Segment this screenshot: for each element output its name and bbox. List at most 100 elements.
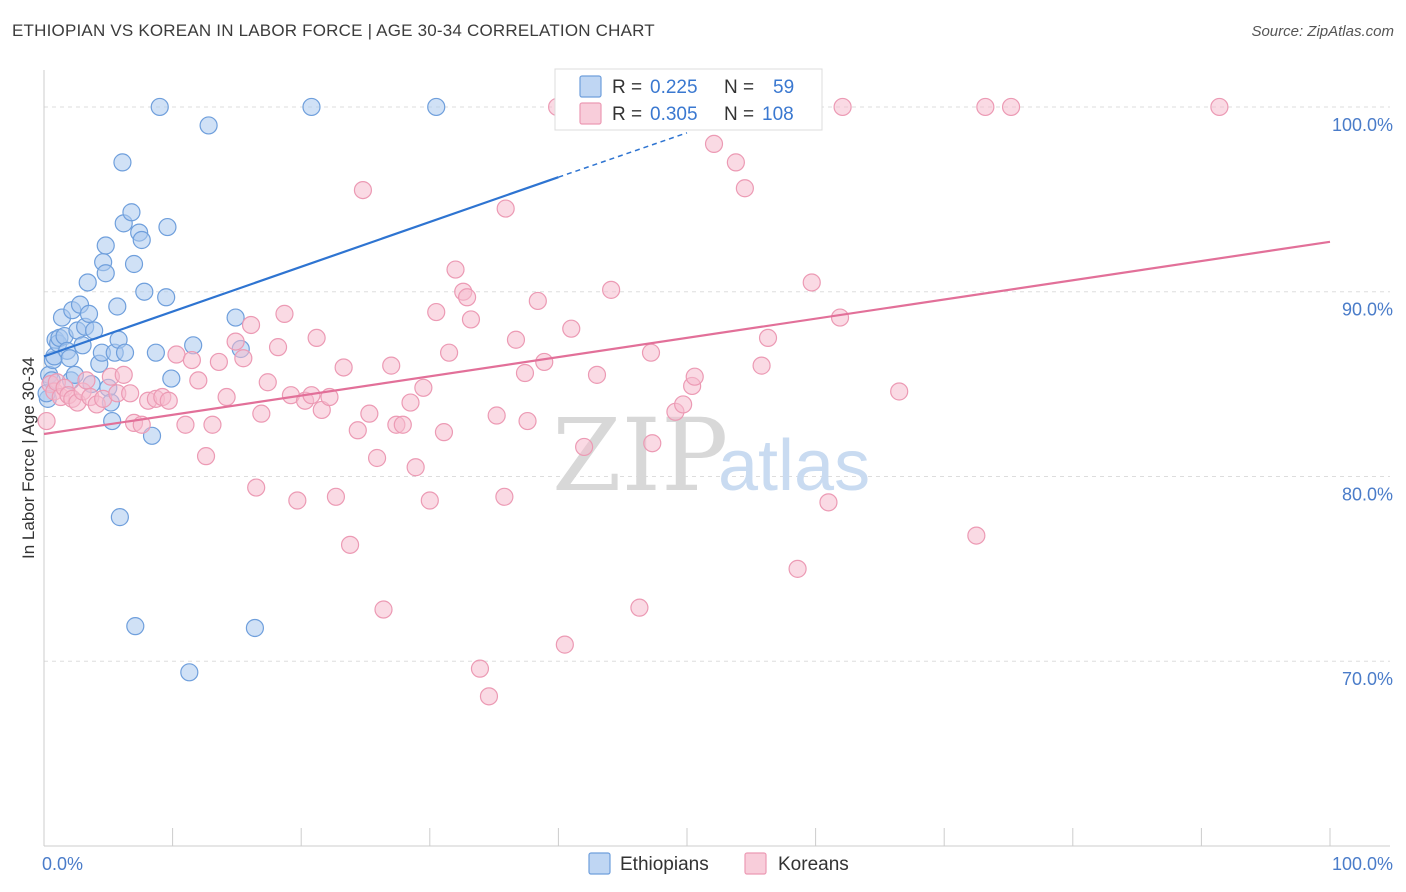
- koreans-n-label: N =: [724, 104, 754, 125]
- ethiopians-r-value: 0.225: [650, 77, 698, 98]
- korean-point: [685, 367, 704, 386]
- korean-point: [37, 411, 56, 431]
- korean-point: [562, 319, 581, 338]
- korean-point: [360, 404, 379, 423]
- legend-koreans-swatch: [744, 852, 767, 875]
- ethiopian-point: [96, 236, 115, 255]
- ethiopians-trend-extension: [558, 132, 688, 178]
- korean-point: [758, 328, 778, 348]
- ethiopian-point: [162, 369, 181, 388]
- korean-point: [641, 343, 661, 362]
- koreans-r-label: R =: [612, 104, 642, 125]
- korean-point: [967, 526, 986, 545]
- ethiopian-point: [96, 264, 115, 283]
- ethiopian-point: [113, 153, 132, 172]
- ethiopian-point: [124, 254, 144, 274]
- korean-point: [348, 421, 367, 440]
- watermark-atlas: atlas: [718, 426, 870, 506]
- korean-point: [340, 535, 360, 554]
- ethiopian-point: [226, 308, 245, 327]
- korean-point: [247, 478, 266, 497]
- legend-ethiopians-label: Ethiopians: [620, 854, 709, 875]
- korean-point: [196, 447, 216, 466]
- y-tick-labels: 70.0% 80.0% 90.0% 100.0%: [1332, 115, 1393, 689]
- korean-point: [528, 291, 547, 311]
- korean-point: [258, 373, 277, 392]
- ethiopian-point: [245, 618, 265, 638]
- koreans-swatch: [579, 102, 602, 125]
- korean-point: [496, 199, 515, 218]
- axes: [43, 70, 1390, 847]
- korean-point: [252, 404, 271, 423]
- korean-point: [788, 559, 807, 578]
- korean-point: [367, 448, 387, 468]
- korean-point: [159, 391, 178, 410]
- korean-point: [479, 687, 499, 706]
- korean-point: [830, 308, 850, 327]
- korean-point: [461, 310, 481, 329]
- korean-point: [674, 395, 693, 414]
- ethiopian-point: [150, 97, 169, 117]
- korean-point: [241, 315, 261, 335]
- ethiopians-points: [37, 97, 446, 682]
- ethiopian-point: [132, 230, 151, 250]
- korean-point: [393, 415, 412, 434]
- korean-point: [176, 415, 195, 434]
- korean-point: [495, 487, 514, 506]
- ethiopian-point: [302, 97, 321, 117]
- y-tick-label: 70.0%: [1342, 669, 1393, 689]
- y-tick-label: 90.0%: [1342, 300, 1393, 320]
- korean-point: [518, 411, 537, 431]
- korean-point: [167, 345, 186, 364]
- stats-legend: R = 0.225 N = 59 R = 0.305 N = 108: [554, 68, 823, 131]
- korean-point: [630, 598, 649, 617]
- gridlines: [44, 106, 1390, 662]
- ethiopians-trend-line: [43, 176, 559, 358]
- ethiopian-point: [135, 282, 154, 301]
- ethiopian-point: [103, 411, 122, 431]
- ethiopian-point: [427, 97, 446, 117]
- ethiopian-point: [146, 343, 165, 362]
- source-label: Source: ZipAtlas.com: [1251, 23, 1394, 40]
- korean-point: [121, 384, 140, 403]
- x-tick-label: 100.0%: [1332, 854, 1393, 874]
- legend-ethiopians-swatch: [588, 852, 611, 875]
- korean-point: [77, 371, 96, 390]
- korean-point: [217, 387, 236, 407]
- korean-point: [234, 349, 253, 368]
- ethiopian-point: [142, 426, 162, 445]
- legend-koreans-label: Koreans: [778, 854, 849, 875]
- korean-point: [427, 302, 446, 322]
- ethiopian-point: [122, 203, 141, 222]
- korean-point: [587, 365, 607, 384]
- ethiopian-point: [158, 217, 177, 237]
- korean-point: [307, 328, 326, 348]
- ethiopian-point: [108, 297, 127, 316]
- korean-point: [334, 358, 353, 377]
- korean-point: [535, 352, 554, 372]
- y-axis-label: In Labor Force | Age 30-34: [19, 357, 38, 559]
- korean-point: [353, 180, 373, 200]
- korean-point: [182, 350, 201, 370]
- korean-point: [288, 491, 307, 510]
- korean-point: [189, 371, 208, 390]
- ethiopian-point: [78, 273, 97, 292]
- x-tick-labels: 0.0% 100.0%: [42, 854, 1393, 874]
- trend-lines: [43, 132, 1331, 436]
- korean-point: [275, 304, 294, 323]
- koreans-n-value: 108: [762, 104, 794, 125]
- koreans-r-value: 0.305: [650, 104, 698, 125]
- koreans-trend-line: [43, 240, 1331, 436]
- ethiopian-point: [126, 617, 145, 636]
- ethiopians-n-label: N =: [724, 77, 754, 98]
- korean-point: [434, 423, 454, 442]
- x-tick-label: 0.0%: [42, 854, 83, 874]
- korean-point: [470, 659, 490, 678]
- korean-point: [326, 487, 346, 506]
- korean-point: [1001, 97, 1021, 117]
- korean-point: [802, 273, 821, 292]
- ethiopian-point: [79, 304, 99, 323]
- korean-point: [382, 356, 401, 375]
- chart-title: ETHIOPIAN VS KOREAN IN LABOR FORCE | AGE…: [12, 21, 655, 40]
